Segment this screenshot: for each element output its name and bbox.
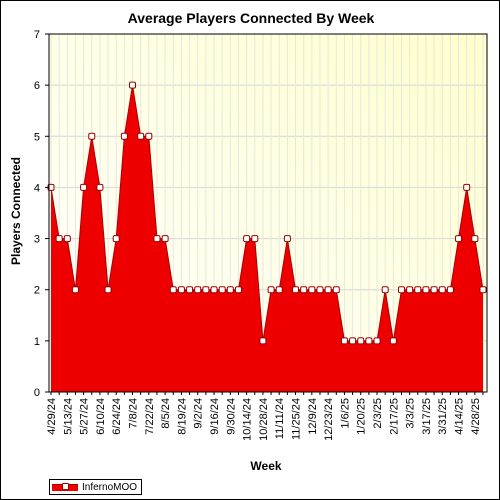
x-tick-label: 3/3/25 <box>405 398 417 429</box>
data-point <box>292 286 300 294</box>
data-point <box>194 286 202 294</box>
y-tick-label: 7 <box>34 29 40 41</box>
data-point <box>177 286 185 294</box>
data-point <box>332 286 340 294</box>
x-tick-label: 3/31/25 <box>437 398 449 435</box>
y-tick-label: 3 <box>34 234 40 246</box>
data-point <box>300 286 308 294</box>
data-point <box>308 286 316 294</box>
data-point <box>153 235 161 243</box>
data-point <box>349 337 357 345</box>
x-tick-label: 8/19/24 <box>176 398 188 435</box>
x-tick-label: 7/22/24 <box>144 398 156 435</box>
data-point <box>104 286 112 294</box>
x-tick-label: 2/17/25 <box>388 398 400 435</box>
data-point <box>479 286 487 294</box>
data-point <box>218 286 226 294</box>
x-tick-label: 4/28/25 <box>470 398 482 435</box>
x-tick-label: 3/17/25 <box>421 398 433 435</box>
y-tick-label: 0 <box>34 387 40 399</box>
data-point <box>446 286 454 294</box>
x-tick-label: 11/25/24 <box>291 398 303 440</box>
x-tick-label: 10/28/24 <box>258 398 270 441</box>
x-tick-label: 1/20/25 <box>356 398 368 435</box>
x-tick-label: 6/10/24 <box>95 398 107 435</box>
data-point <box>129 81 137 89</box>
x-axis-label: Week <box>250 459 282 473</box>
data-point <box>186 286 194 294</box>
data-point <box>324 286 332 294</box>
data-point <box>373 337 381 345</box>
y-tick-label: 6 <box>34 80 40 92</box>
data-point <box>406 286 414 294</box>
data-point <box>283 235 291 243</box>
x-tick-label: 9/2/24 <box>193 398 205 429</box>
data-point <box>397 286 405 294</box>
chart-title: Average Players Connected By Week <box>127 10 375 26</box>
x-tick-label: 7/8/24 <box>128 398 140 429</box>
data-point <box>414 286 422 294</box>
data-point <box>202 286 210 294</box>
data-point <box>55 235 63 243</box>
y-tick-label: 4 <box>34 182 40 194</box>
data-point <box>357 337 365 345</box>
x-tick-label: 5/13/24 <box>62 398 74 435</box>
data-point <box>455 235 463 243</box>
x-tick-label: 4/14/25 <box>454 398 466 435</box>
data-point <box>63 235 71 243</box>
y-tick-label: 5 <box>34 131 40 143</box>
data-point <box>234 286 242 294</box>
data-point <box>275 286 283 294</box>
x-tick-label: 8/5/24 <box>160 398 172 429</box>
x-tick-label: 9/16/24 <box>209 398 221 435</box>
data-point <box>161 235 169 243</box>
axis-ticks: 0 1 2 3 4 5 6 7 4/29/24 5/13/24 5/27/24 6/10/24 6/24… <box>34 29 484 441</box>
data-point <box>471 235 479 243</box>
data-point <box>226 286 234 294</box>
y-tick-label: 1 <box>34 336 40 348</box>
series-layer <box>47 81 487 393</box>
data-point <box>259 337 267 345</box>
data-point <box>463 183 471 191</box>
x-tick-label: 12/23/24 <box>323 398 335 441</box>
data-point <box>71 286 79 294</box>
y-tick-label: 2 <box>34 285 40 297</box>
data-point <box>430 286 438 294</box>
data-point <box>251 235 259 243</box>
data-point <box>137 132 145 140</box>
x-tick-label: 10/14/24 <box>242 398 254 441</box>
x-tick-label: 6/24/24 <box>111 398 123 435</box>
legend-label: InfernoMOO <box>82 481 138 493</box>
legend-swatch <box>52 483 78 491</box>
x-tick-label: 9/30/24 <box>225 398 237 435</box>
x-tick-label: 12/9/24 <box>307 398 319 435</box>
data-point <box>365 337 373 345</box>
x-tick-label: 4/29/24 <box>46 398 58 435</box>
data-point <box>80 183 88 191</box>
data-point <box>210 286 218 294</box>
data-point <box>316 286 324 294</box>
data-point <box>112 235 120 243</box>
data-point <box>340 337 348 345</box>
series-area <box>51 85 483 393</box>
x-tick-label: 2/3/25 <box>372 398 384 429</box>
data-point <box>243 235 251 243</box>
data-point <box>169 286 177 294</box>
data-point <box>438 286 446 294</box>
data-point <box>267 286 275 294</box>
data-point <box>88 132 96 140</box>
data-point <box>422 286 430 294</box>
x-tick-label: 5/27/24 <box>79 398 91 435</box>
data-point <box>96 183 104 191</box>
x-tick-label: 11/11/24 <box>274 398 286 439</box>
data-point <box>389 337 397 345</box>
x-tick-label: 1/6/25 <box>339 398 351 429</box>
plot-border <box>48 33 488 393</box>
legend: InfernoMOO <box>49 479 143 495</box>
data-point <box>120 132 128 140</box>
data-point <box>145 132 153 140</box>
data-point <box>381 286 389 294</box>
